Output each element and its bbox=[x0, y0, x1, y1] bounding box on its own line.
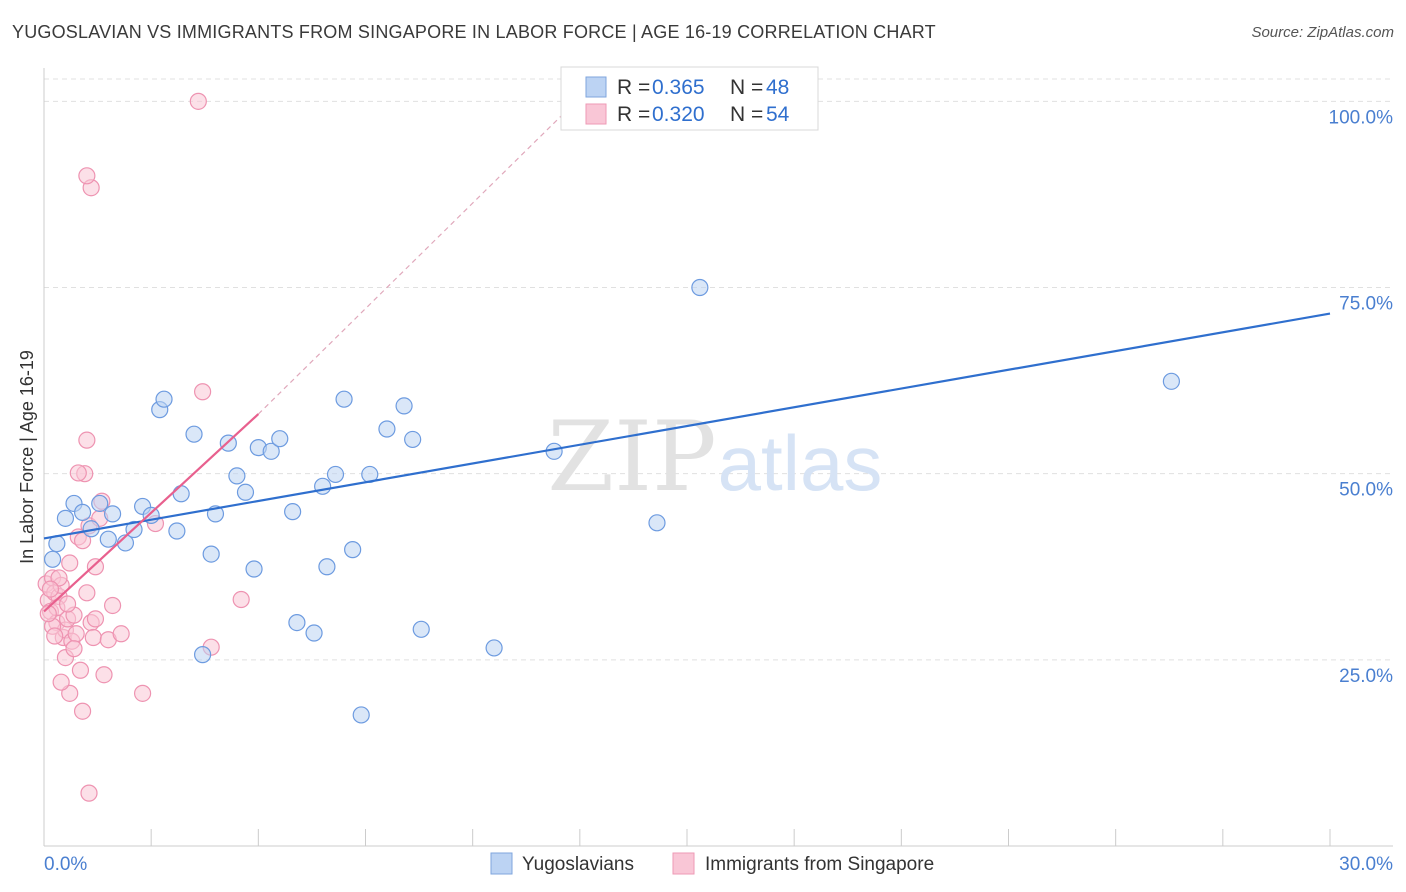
data-point-yugoslavians bbox=[378, 420, 396, 438]
data-point-yugoslavians bbox=[168, 522, 186, 540]
x-tick-labels: 0.0% 30.0% bbox=[44, 854, 1393, 875]
x-tick-label: 30.0% bbox=[1339, 854, 1393, 875]
data-point-singapore bbox=[41, 580, 60, 598]
data-point-yugoslavians bbox=[691, 278, 709, 297]
data-point-yugoslavians bbox=[271, 430, 289, 448]
data-point-singapore bbox=[65, 640, 83, 658]
data-point-singapore bbox=[133, 684, 152, 702]
bottom-legend-label: Immigrants from Singapore bbox=[705, 854, 934, 875]
data-point-yugoslavians bbox=[99, 530, 117, 548]
data-point-yugoslavians bbox=[73, 503, 92, 521]
data-point-yugoslavians bbox=[236, 483, 255, 501]
data-point-yugoslavians bbox=[245, 560, 263, 578]
legend-n-label: N = bbox=[730, 103, 763, 126]
data-point-yugoslavians bbox=[202, 545, 220, 563]
y-tick-label: 75.0% bbox=[1339, 294, 1393, 315]
data-point-yugoslavians bbox=[1162, 372, 1180, 390]
data-point-singapore bbox=[52, 673, 70, 691]
x-axis-ticks bbox=[43, 829, 1331, 846]
data-point-yugoslavians bbox=[335, 390, 353, 408]
data-point-singapore bbox=[232, 590, 250, 609]
data-point-singapore bbox=[86, 558, 105, 576]
legend-n-value: 54 bbox=[766, 103, 790, 126]
data-point-singapore bbox=[112, 625, 130, 643]
data-point-yugoslavians bbox=[228, 467, 246, 485]
y-tick-label: 100.0% bbox=[1329, 107, 1394, 128]
data-point-singapore bbox=[80, 784, 98, 802]
data-point-yugoslavians bbox=[56, 509, 75, 527]
data-point-singapore bbox=[86, 610, 105, 628]
data-point-yugoslavians bbox=[288, 614, 306, 632]
watermark-zip: ZIP bbox=[547, 401, 716, 513]
trendline-singapore bbox=[43, 413, 260, 613]
x-tick-label: 0.0% bbox=[44, 854, 87, 875]
data-point-yugoslavians bbox=[155, 390, 173, 408]
data-point-singapore bbox=[58, 595, 77, 613]
legend-r-label: R = bbox=[617, 103, 650, 126]
legend-swatch-yugoslavians bbox=[585, 76, 607, 98]
series-yugoslavians-points bbox=[43, 92, 1180, 724]
data-point-yugoslavians bbox=[284, 503, 302, 521]
data-point-singapore bbox=[78, 584, 96, 602]
legend-r-value: 0.365 bbox=[652, 76, 705, 99]
bottom-legend-swatch-singapore bbox=[672, 852, 695, 875]
data-point-yugoslavians bbox=[43, 550, 62, 568]
series-legend: Yugoslavians Immigrants from Singapore bbox=[490, 852, 934, 875]
y-tick-label: 25.0% bbox=[1339, 666, 1393, 687]
data-point-yugoslavians bbox=[485, 639, 503, 657]
bottom-legend-swatch-yugoslavians bbox=[490, 852, 513, 875]
data-point-singapore bbox=[84, 628, 102, 647]
data-point-yugoslavians bbox=[318, 558, 336, 576]
data-point-singapore bbox=[103, 596, 122, 615]
data-point-yugoslavians bbox=[344, 541, 362, 559]
legend-r-label: R = bbox=[617, 76, 650, 99]
data-point-yugoslavians bbox=[305, 624, 323, 642]
correlation-legend: R = 0.365 N = 48 R = 0.320 N = 54 bbox=[560, 66, 819, 131]
data-point-yugoslavians bbox=[352, 706, 370, 724]
data-point-singapore bbox=[46, 627, 64, 645]
watermark-atlas: atlas bbox=[718, 419, 883, 507]
y-tick-labels: 25.0% 50.0% 75.0% 100.0% bbox=[1329, 107, 1394, 686]
chart-title: YUGOSLAVIAN VS IMMIGRANTS FROM SINGAPORE… bbox=[12, 22, 936, 42]
bottom-legend-label: Yugoslavians bbox=[522, 854, 634, 875]
trendline-yugoslavians bbox=[43, 312, 1331, 540]
data-point-yugoslavians bbox=[172, 485, 190, 503]
data-point-yugoslavians bbox=[648, 514, 666, 532]
data-point-yugoslavians bbox=[412, 620, 430, 638]
data-point-yugoslavians bbox=[326, 465, 345, 484]
data-point-singapore bbox=[61, 554, 79, 572]
series-singapore-points bbox=[37, 92, 250, 802]
data-point-singapore bbox=[78, 167, 96, 185]
data-point-yugoslavians bbox=[185, 425, 203, 443]
data-point-singapore bbox=[189, 92, 207, 110]
data-point-yugoslavians bbox=[91, 494, 109, 513]
data-point-yugoslavians bbox=[262, 442, 280, 460]
legend-n-value: 48 bbox=[766, 76, 789, 99]
data-point-singapore bbox=[39, 605, 57, 623]
data-point-yugoslavians bbox=[395, 397, 413, 415]
data-point-yugoslavians bbox=[194, 646, 212, 664]
y-tick-label: 50.0% bbox=[1339, 480, 1393, 501]
data-point-yugoslavians bbox=[404, 430, 422, 449]
data-point-yugoslavians bbox=[103, 505, 122, 523]
data-point-singapore bbox=[71, 661, 90, 679]
data-point-singapore bbox=[73, 702, 92, 720]
data-point-singapore bbox=[95, 666, 113, 684]
y-axis-label: In Labor Force | Age 16-19 bbox=[17, 350, 37, 564]
data-point-yugoslavians bbox=[314, 477, 332, 495]
trendline-singapore-extension bbox=[257, 97, 581, 415]
data-point-singapore bbox=[194, 383, 212, 401]
legend-r-value: 0.320 bbox=[652, 103, 705, 126]
legend-n-label: N = bbox=[730, 76, 763, 99]
data-point-singapore bbox=[78, 431, 96, 449]
trend-lines bbox=[43, 97, 1331, 613]
legend-swatch-singapore bbox=[585, 103, 607, 125]
data-point-singapore bbox=[67, 625, 85, 643]
source-credit: Source: ZipAtlas.com bbox=[1251, 24, 1394, 41]
data-point-singapore bbox=[69, 464, 87, 482]
